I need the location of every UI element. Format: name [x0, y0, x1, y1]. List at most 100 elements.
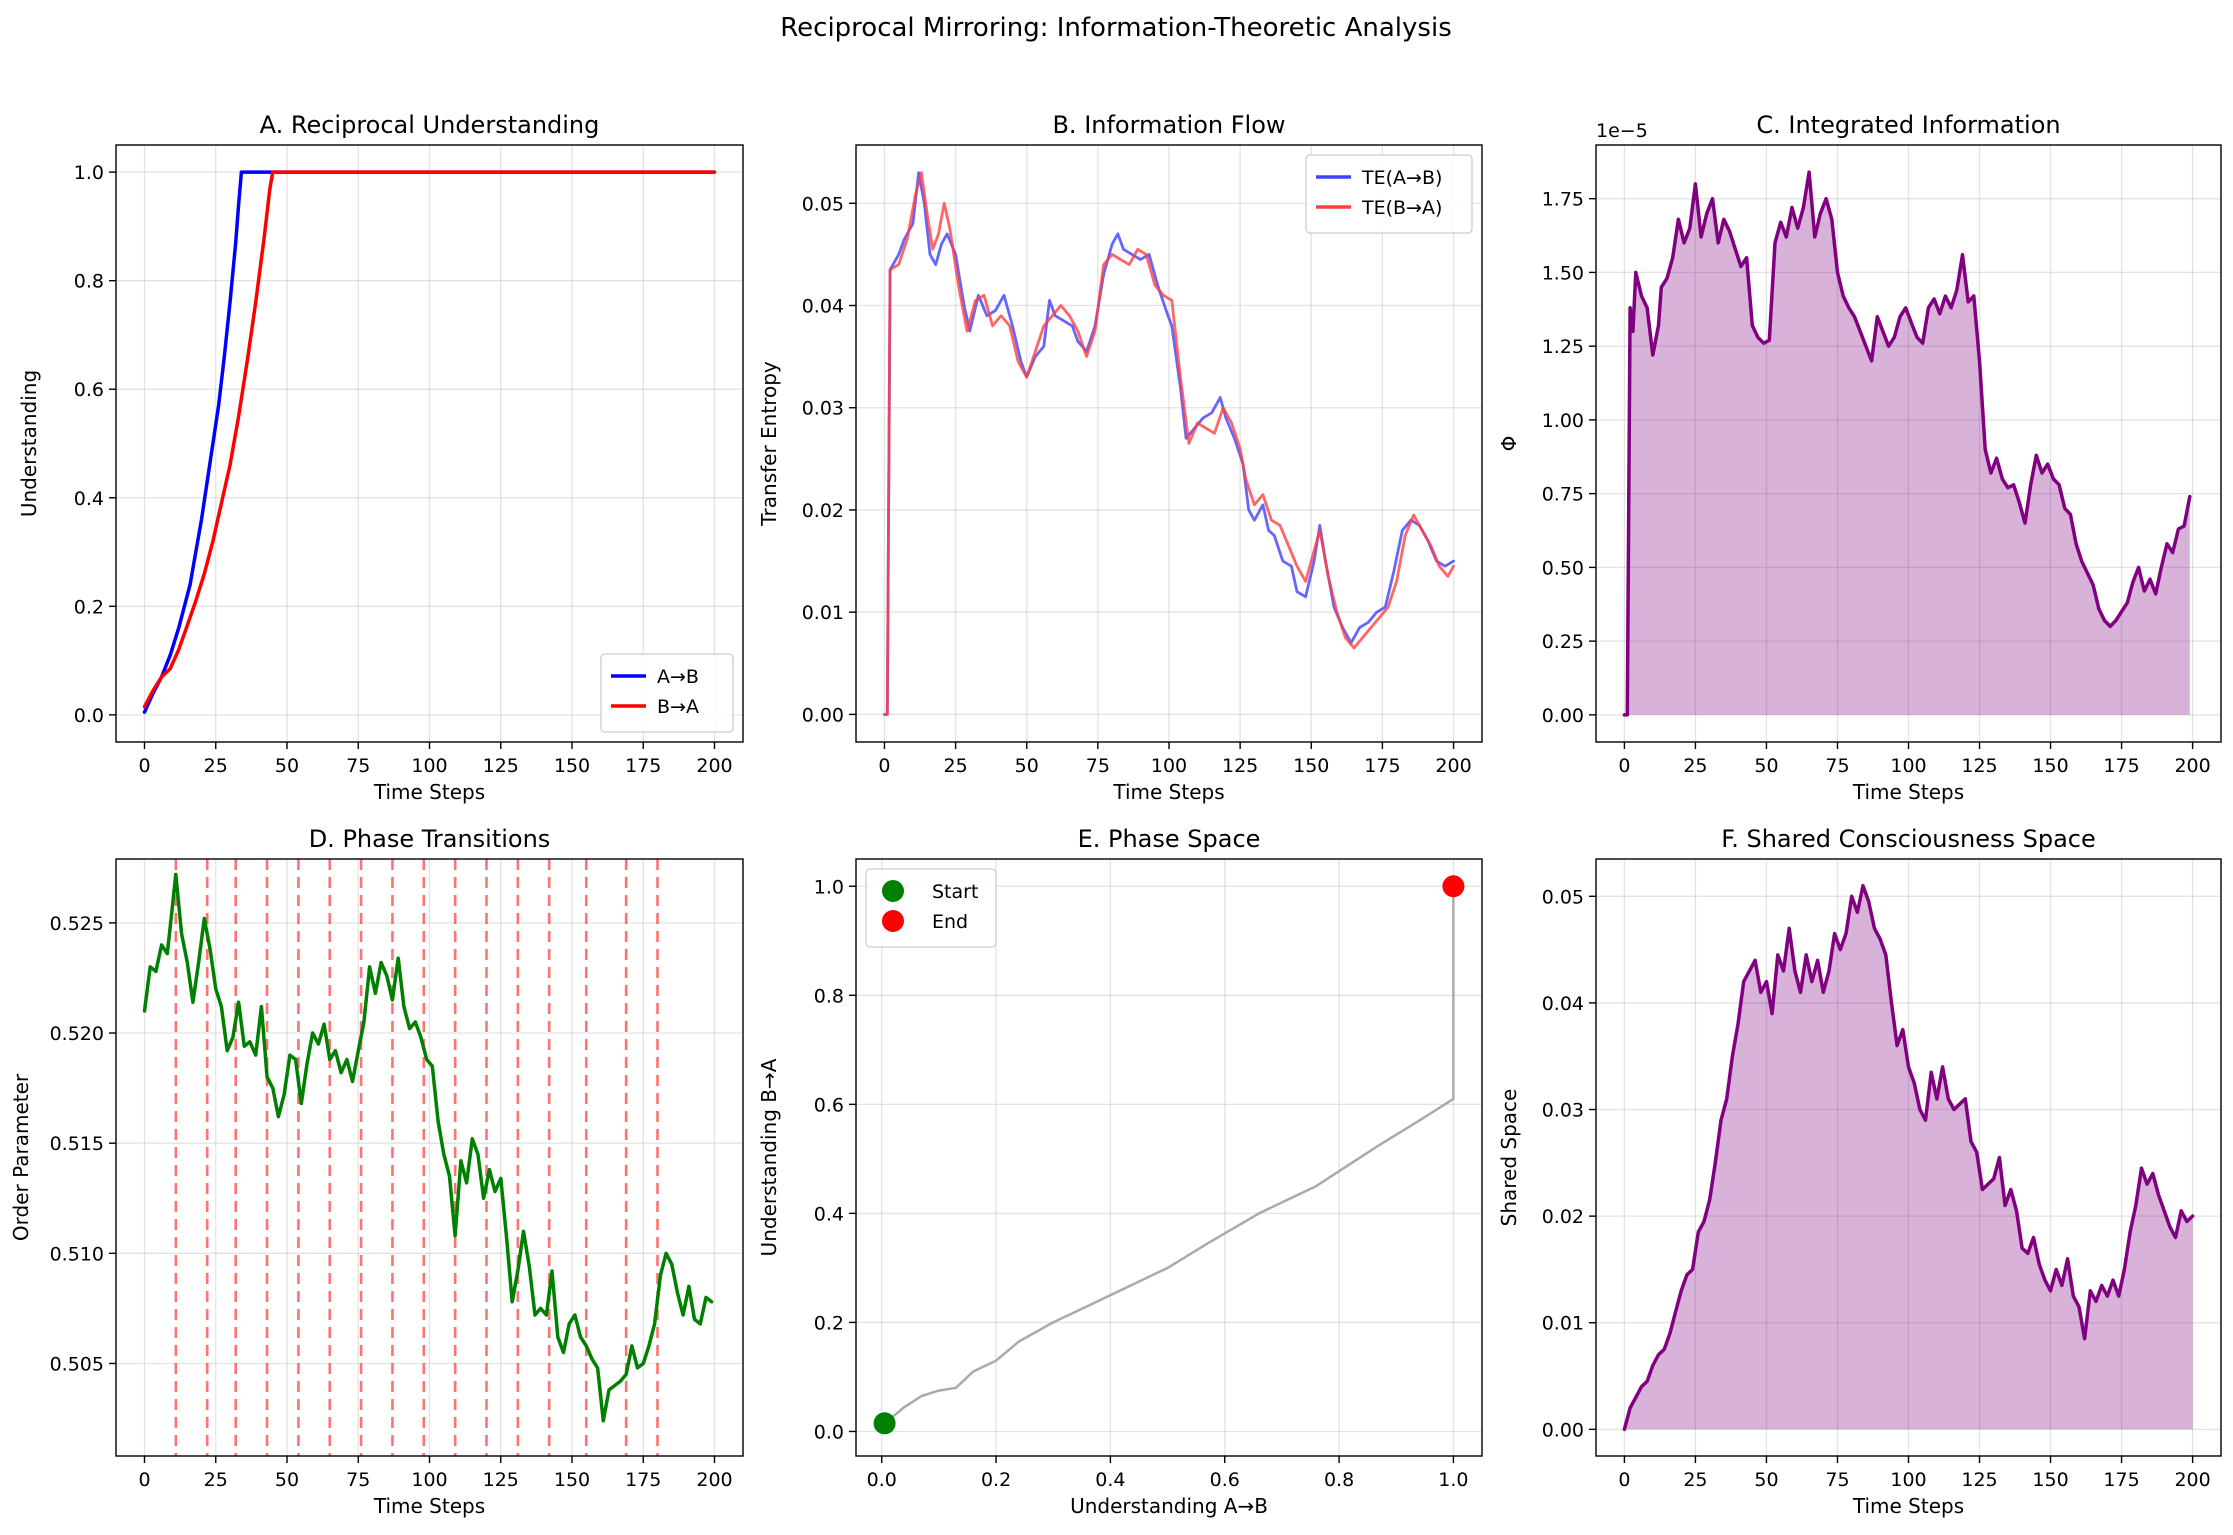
x-tick-label: 150 — [554, 755, 590, 777]
y-tick-label: 0.525 — [50, 913, 104, 935]
y-tick-label: 0.00 — [802, 704, 844, 726]
panel-d: 0 25 50 75 100 125 150 175 200 0.505 0.510 0.515 0.5… — [9, 825, 744, 1518]
ticks: 0 25 50 75 100 125 150 175 200 0.505 0.510 0.515 0.5… — [50, 913, 733, 1491]
y-tick-label: 0.6 — [814, 1094, 844, 1116]
panel-a: 0 25 50 75 100 125 150 175 200 0.0 0.2 0.4 0.6 0.8 1.0… — [17, 111, 744, 804]
y-tick-label: 0.02 — [1542, 1206, 1584, 1228]
y-tick-label: 0.6 — [74, 379, 104, 401]
series-line-1 — [142, 170, 717, 709]
x-tick-label: 50 — [275, 755, 299, 777]
x-tick-label: 0.0 — [867, 1469, 897, 1491]
y-tick-label: 0.75 — [1542, 484, 1584, 506]
x-tick-label: 50 — [1754, 755, 1778, 777]
area-fill — [1624, 885, 2193, 1430]
y-tick-label: 1.25 — [1542, 336, 1584, 358]
x-tick-label: 75 — [1825, 1469, 1849, 1491]
y-tick-label: 0.04 — [1542, 993, 1584, 1015]
y-tick-label: 0.00 — [1542, 705, 1584, 727]
x-tick-label: 200 — [2174, 755, 2210, 777]
x-tick-label: 200 — [1435, 755, 1471, 777]
panel-e: 0.0 0.2 0.4 0.6 0.8 1.0 0.0 0.2 0.4 0.6 0.8 1.0 E. P… — [757, 825, 1483, 1518]
y-tick-label: 0.25 — [1542, 631, 1584, 653]
x-tick-label: 0.4 — [1095, 1469, 1125, 1491]
axes-frame — [855, 858, 1483, 1457]
trajectory-line — [883, 886, 1455, 1425]
y-tick-label: 0.8 — [814, 985, 844, 1007]
y-tick-label: 0.04 — [802, 295, 844, 317]
plot-area — [1622, 170, 2192, 717]
x-tick-label: 200 — [696, 755, 732, 777]
plot-area — [142, 859, 714, 1456]
x-tick-label: 0 — [138, 1469, 150, 1491]
figure-title: Reciprocal Mirroring: Information-Theore… — [780, 13, 1451, 43]
x-tick-label: 50 — [275, 1469, 299, 1491]
legend-entry: Start — [932, 881, 978, 903]
panel-title: A. Reciprocal Understanding — [260, 111, 600, 139]
x-tick-label: 0.2 — [981, 1469, 1011, 1491]
y-tick-label: 0.03 — [1542, 1100, 1584, 1122]
x-tick-label: 125 — [483, 755, 519, 777]
legend-swatch — [882, 910, 904, 932]
panel-title: E. Phase Space — [1078, 825, 1261, 853]
y-tick-label: 0.00 — [1542, 1419, 1584, 1441]
marker-end — [1442, 875, 1465, 898]
x-tick-label: 50 — [1015, 755, 1039, 777]
area-fill — [1624, 172, 2190, 715]
x-tick-label: 175 — [2103, 1469, 2139, 1491]
ticks: 0.0 0.2 0.4 0.6 0.8 1.0 0.0 0.2 0.4 0.6 0.8 1.0 — [814, 876, 1469, 1491]
x-tick-label: 125 — [1961, 755, 1997, 777]
y-tick-label: 0.4 — [814, 1203, 844, 1225]
legend: Start End — [865, 868, 997, 948]
x-tick-label: 125 — [483, 1469, 519, 1491]
x-tick-label: 175 — [2103, 755, 2139, 777]
y-tick-label: 0.05 — [802, 193, 844, 215]
x-tick-label: 0 — [138, 755, 150, 777]
legend-box — [1305, 154, 1473, 234]
panel-f: 0 25 50 75 100 125 150 175 200 0.00 0.01 0.02 0.03 0.… — [1497, 825, 2222, 1518]
y-tick-label: 0.0 — [814, 1421, 844, 1443]
y-tick-label: 0.2 — [814, 1312, 844, 1334]
y-axis-label: Shared Space — [1497, 1089, 1521, 1227]
grid-lines — [856, 859, 1482, 1456]
x-tick-label: 25 — [204, 755, 228, 777]
x-tick-label: 25 — [1683, 1469, 1707, 1491]
x-tick-label: 1.0 — [1438, 1469, 1468, 1491]
plot-area — [883, 886, 1455, 1425]
x-tick-label: 75 — [346, 1469, 370, 1491]
y-axis-label: Transfer Entropy — [757, 361, 781, 527]
x-tick-label: 0 — [878, 755, 890, 777]
y-axis-label: Understanding B→A — [757, 1058, 781, 1256]
y-axis-label: Φ — [1497, 436, 1521, 452]
ticks: 0 25 50 75 100 125 150 175 200 0.0 0.2 0.4 0.6 0.8 1.0 — [74, 162, 733, 777]
grid-lines — [1596, 859, 2221, 1456]
x-tick-label: 150 — [554, 1469, 590, 1491]
x-axis-label: Time Steps — [1852, 1494, 1964, 1518]
legend-entry: TE(A→B) — [1361, 167, 1442, 189]
panel-title: D. Phase Transitions — [309, 825, 551, 853]
panel-c: 0 25 50 75 100 125 150 175 200 0.00 0.25 0.50 0.75 1.… — [1497, 111, 2222, 804]
x-axis-label: Understanding A→B — [1070, 1494, 1268, 1518]
series-line-0 — [1622, 883, 2195, 1432]
x-axis-label: Time Steps — [1112, 780, 1224, 804]
plot-area — [1622, 883, 2195, 1432]
x-tick-label: 100 — [411, 1469, 447, 1491]
y-tick-label: 1.0 — [74, 162, 104, 184]
series-line-0 — [1622, 170, 2192, 717]
y-tick-label: 0.8 — [74, 271, 104, 293]
y-tick-label: 0.2 — [74, 596, 104, 618]
x-tick-label: 75 — [1825, 755, 1849, 777]
panels: 0 25 50 75 100 125 150 175 200 0.0 0.2 0.4 0.6 0.8 1.0… — [9, 111, 2222, 1518]
legend-entry: A→B — [657, 666, 699, 688]
x-axis-label: Time Steps — [1852, 780, 1964, 804]
x-tick-label: 0.8 — [1324, 1469, 1354, 1491]
panel-title: F. Shared Consciousness Space — [1721, 825, 2096, 853]
x-tick-label: 75 — [346, 755, 370, 777]
x-tick-label: 125 — [1222, 755, 1258, 777]
x-tick-label: 0 — [1618, 755, 1630, 777]
y-tick-label: 0.510 — [50, 1243, 104, 1265]
x-tick-label: 175 — [625, 755, 661, 777]
x-tick-label: 100 — [411, 755, 447, 777]
y-tick-label: 1.75 — [1542, 189, 1584, 211]
x-tick-label: 150 — [1293, 755, 1329, 777]
